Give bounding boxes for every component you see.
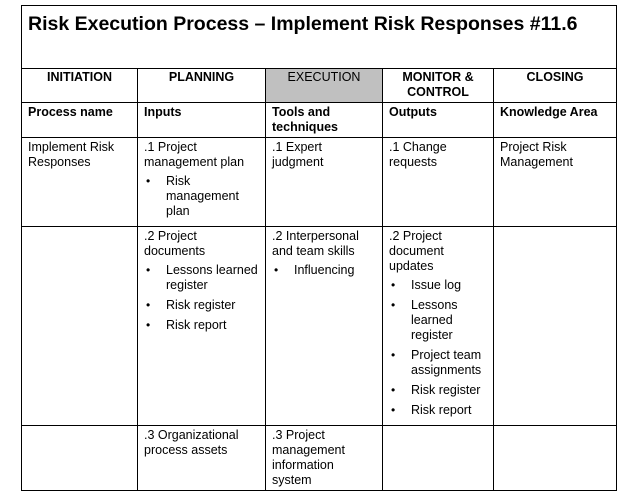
table-row: .2 Project documents Lessons learned reg…: [21, 226, 618, 426]
knowledge-area-cell: Project Risk Management: [492, 137, 618, 227]
list-item: Risk register: [146, 298, 259, 313]
phase-planning: PLANNING: [137, 68, 266, 103]
title-row: Risk Execution Process – Implement Risk …: [20, 5, 618, 69]
knowledge-area-cell: [492, 226, 618, 426]
header-knowledge-area: Knowledge Area: [492, 102, 618, 138]
list-item: Risk register: [391, 383, 487, 398]
list-item: Project team assignments: [391, 348, 487, 378]
input-list: Risk management plan: [144, 174, 259, 219]
header-inputs: Inputs: [137, 102, 266, 138]
list-item: Risk report: [391, 403, 487, 418]
table-row: Implement Risk Responses .1 Project mana…: [21, 137, 618, 227]
output-cell: [382, 425, 494, 491]
column-header-row: Process name Inputs Tools and techniques…: [21, 102, 618, 138]
tool-list: Influencing: [272, 263, 376, 278]
output-heading: .2 Project document updates: [389, 229, 444, 273]
list-item: Risk management plan: [146, 174, 259, 219]
process-name-cell: Implement Risk Responses: [21, 137, 138, 227]
tool-heading: .2 Interpersonal and team skills: [272, 229, 359, 258]
input-cell: .3 Organizational process assets: [137, 425, 266, 491]
tool-cell: .2 Interpersonal and team skills Influen…: [265, 226, 383, 426]
phase-row: INITIATION PLANNING EXECUTION MONITOR & …: [21, 68, 618, 103]
list-item: Issue log: [391, 278, 487, 293]
input-cell: .2 Project documents Lessons learned reg…: [137, 226, 266, 426]
table-row: .3 Organizational process assets .3 Proj…: [21, 425, 618, 491]
knowledge-area-cell: [492, 425, 618, 491]
header-process-name: Process name: [21, 102, 138, 138]
output-list: Issue log Lessons learned register Proje…: [389, 278, 487, 418]
process-name-cell: [21, 226, 138, 426]
list-item: Influencing: [274, 263, 376, 278]
input-heading: .2 Project documents: [144, 229, 206, 258]
list-item: Risk report: [146, 318, 259, 333]
output-cell: .1 Change requests: [382, 137, 494, 227]
phase-execution-highlighted: EXECUTION: [265, 68, 383, 103]
tool-cell: .1 Expert judgment: [265, 137, 383, 227]
tool-cell: .3 Project management information system: [265, 425, 383, 491]
list-item: Lessons learned register: [391, 298, 487, 343]
output-cell: .2 Project document updates Issue log Le…: [382, 226, 494, 426]
input-list: Lessons learned register Risk register R…: [144, 263, 259, 333]
header-tools: Tools and techniques: [265, 102, 383, 138]
phase-monitor-control: MONITOR & CONTROL: [382, 68, 494, 103]
document-title: Risk Execution Process – Implement Risk …: [20, 5, 618, 69]
phase-initiation: INITIATION: [21, 68, 138, 103]
document-page: Risk Execution Process – Implement Risk …: [20, 5, 618, 491]
list-item: Lessons learned register: [146, 263, 259, 293]
process-name-cell: [21, 425, 138, 491]
phase-closing: CLOSING: [492, 68, 618, 103]
input-cell: .1 Project management plan Risk manageme…: [137, 137, 266, 227]
header-outputs: Outputs: [382, 102, 494, 138]
risk-process-table: Risk Execution Process – Implement Risk …: [20, 5, 618, 491]
input-heading: .1 Project management plan: [144, 140, 245, 169]
